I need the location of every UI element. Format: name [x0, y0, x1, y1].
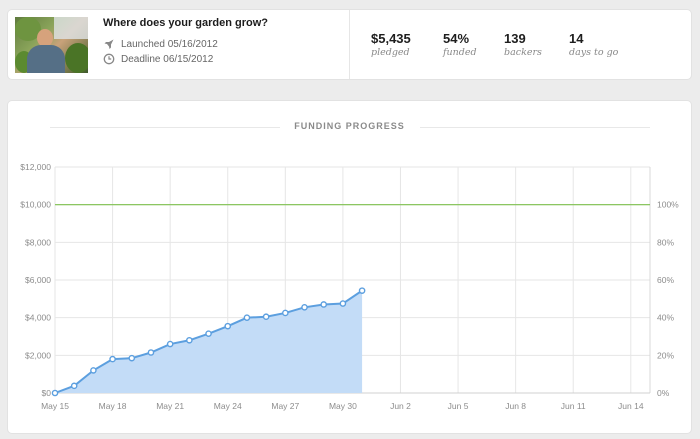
y-tick-label-left: $12,000 — [20, 162, 51, 172]
x-tick-label: May 30 — [329, 401, 357, 411]
y-tick-label-left: $4,000 — [25, 313, 51, 323]
funding-progress-heading: FUNDING PROGRESS — [294, 121, 405, 131]
data-point — [339, 300, 347, 307]
stat-backers: 139 backers — [504, 31, 542, 58]
data-point — [109, 355, 116, 363]
data-point — [128, 354, 136, 362]
project-summary-card: Where does your garden grow? Launched 05… — [8, 10, 691, 79]
y-tick-label-left: $10,000 — [20, 200, 51, 210]
x-tick-label: May 24 — [214, 401, 242, 411]
y-tick-label-right: 20% — [657, 350, 674, 360]
rocket-icon — [104, 39, 114, 49]
data-point — [320, 301, 328, 308]
y-tick-label-left: $8,000 — [25, 237, 51, 247]
y-tick-label-left: $6,000 — [25, 275, 51, 285]
x-tick-label: Jun 2 — [390, 401, 411, 411]
data-point — [358, 287, 366, 294]
x-tick-label: May 21 — [156, 401, 184, 411]
launch-date-text: Launched 05/16/2012 — [121, 38, 218, 50]
x-tick-label: Jun 14 — [618, 401, 644, 411]
project-thumbnail[interactable] — [15, 17, 88, 73]
deadline-date-row: Deadline 06/15/2012 — [103, 53, 213, 65]
stat-pledged-value: $5,435 — [371, 31, 411, 46]
stat-pledged-label: pledged — [371, 47, 410, 58]
y-tick-label-right: 40% — [657, 313, 674, 323]
heading-rule-left — [50, 127, 280, 128]
stat-backers-label: backers — [504, 47, 542, 58]
data-point — [282, 309, 289, 317]
x-tick-label: May 27 — [271, 401, 299, 411]
data-point — [205, 330, 212, 337]
stat-funded-value: 54% — [443, 31, 470, 46]
y-tick-label-left: $2,000 — [25, 350, 51, 360]
x-tick-label: May 18 — [99, 401, 127, 411]
data-point — [262, 313, 270, 321]
project-title[interactable]: Where does your garden grow? — [103, 17, 269, 29]
stat-days-to-go: 14 days to go — [569, 31, 618, 58]
y-tick-label-right: 80% — [657, 237, 674, 247]
y-tick-label-right: 60% — [657, 275, 674, 285]
stat-funded-label: funded — [443, 47, 477, 58]
launch-date-row: Launched 05/16/2012 — [103, 38, 218, 50]
data-point — [243, 314, 251, 321]
data-point — [90, 367, 97, 374]
y-tick-label-left: $0 — [42, 388, 52, 398]
x-tick-label: May 15 — [41, 401, 69, 411]
stat-backers-value: 139 — [504, 31, 526, 46]
y-tick-label-right: 100% — [657, 200, 679, 210]
stat-days-to-go-label: days to go — [569, 47, 619, 58]
heading-rule-right — [420, 127, 650, 128]
data-point — [51, 389, 59, 397]
y-tick-label-right: 0% — [657, 388, 670, 398]
data-point — [301, 304, 308, 311]
x-tick-label: Jun 5 — [448, 401, 469, 411]
data-point — [147, 349, 155, 356]
data-point — [186, 336, 193, 344]
data-point — [166, 340, 174, 348]
funding-progress-chart: $0 $2,000 $4,000 $6,000 $8,000 $10,000 $12,000… — [20, 162, 679, 411]
stat-pledged: $5,435 pledged — [371, 31, 411, 58]
stat-days-to-go-value: 14 — [569, 31, 584, 46]
stat-funded: 54% funded — [443, 31, 477, 58]
deadline-date-text: Deadline 06/15/2012 — [121, 53, 214, 65]
funding-progress-card: FUNDING PROGRESS $0 $2,000 $4,000 $6,000 $8,… — [8, 101, 691, 433]
x-tick-label: Jun 11 — [561, 401, 586, 411]
clock-icon — [103, 53, 115, 65]
data-point — [224, 322, 232, 330]
data-point — [70, 382, 78, 390]
summary-divider — [349, 10, 350, 79]
x-tick-label: Jun 8 — [505, 401, 526, 411]
